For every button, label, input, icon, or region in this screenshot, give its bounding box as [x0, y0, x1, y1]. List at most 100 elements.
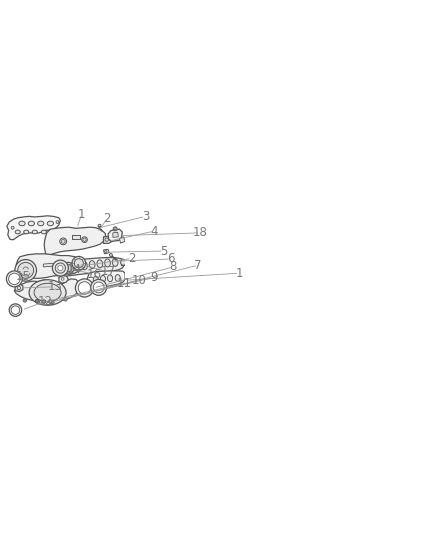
Ellipse shape	[29, 280, 66, 305]
Circle shape	[17, 286, 21, 289]
Circle shape	[98, 224, 101, 227]
Ellipse shape	[89, 261, 95, 269]
Circle shape	[74, 259, 83, 268]
Ellipse shape	[93, 276, 99, 283]
Ellipse shape	[41, 230, 46, 234]
Text: 2: 2	[128, 252, 136, 265]
Circle shape	[120, 260, 126, 265]
Text: 1: 1	[78, 207, 85, 221]
Polygon shape	[14, 279, 80, 302]
Ellipse shape	[115, 274, 120, 281]
Circle shape	[43, 301, 45, 302]
Circle shape	[24, 300, 26, 301]
Ellipse shape	[24, 230, 29, 234]
Circle shape	[56, 221, 59, 223]
Circle shape	[113, 227, 117, 231]
Circle shape	[52, 302, 53, 304]
Polygon shape	[113, 232, 118, 237]
Circle shape	[61, 239, 65, 244]
Ellipse shape	[19, 263, 32, 278]
Text: 13: 13	[47, 280, 62, 293]
Circle shape	[60, 238, 67, 245]
Circle shape	[55, 263, 65, 273]
Circle shape	[61, 278, 64, 280]
Circle shape	[49, 301, 51, 302]
Circle shape	[11, 306, 20, 314]
Circle shape	[9, 273, 20, 285]
Ellipse shape	[81, 262, 87, 270]
Circle shape	[63, 262, 74, 274]
Text: 14: 14	[67, 263, 81, 276]
Circle shape	[51, 301, 54, 304]
Polygon shape	[111, 236, 118, 241]
Circle shape	[36, 300, 38, 302]
Polygon shape	[63, 257, 124, 276]
Circle shape	[81, 237, 87, 243]
Text: 17: 17	[101, 265, 116, 278]
Text: 10: 10	[132, 274, 147, 287]
Polygon shape	[7, 216, 60, 240]
Ellipse shape	[100, 276, 106, 282]
Text: 8: 8	[170, 261, 177, 273]
Text: 7: 7	[194, 259, 202, 272]
Text: 16: 16	[87, 268, 102, 281]
Circle shape	[15, 260, 36, 281]
Polygon shape	[72, 235, 80, 239]
Polygon shape	[121, 259, 125, 266]
Circle shape	[65, 298, 66, 300]
Ellipse shape	[28, 221, 35, 226]
Circle shape	[11, 227, 14, 229]
Circle shape	[91, 279, 106, 295]
Ellipse shape	[32, 230, 37, 234]
Ellipse shape	[19, 221, 25, 226]
Text: 4: 4	[150, 224, 158, 238]
Circle shape	[78, 282, 91, 294]
Circle shape	[110, 254, 112, 256]
Circle shape	[37, 301, 39, 303]
Circle shape	[53, 260, 68, 276]
Text: 3: 3	[142, 210, 149, 223]
Circle shape	[9, 304, 22, 317]
Circle shape	[35, 300, 39, 303]
Circle shape	[23, 298, 27, 302]
Ellipse shape	[74, 263, 80, 271]
Ellipse shape	[97, 260, 102, 268]
Text: 1: 1	[236, 266, 243, 280]
Circle shape	[58, 265, 63, 271]
Ellipse shape	[15, 230, 20, 234]
Text: 2: 2	[103, 212, 111, 225]
Polygon shape	[43, 263, 53, 267]
Polygon shape	[16, 254, 85, 278]
Polygon shape	[108, 229, 122, 241]
Circle shape	[114, 228, 117, 230]
Circle shape	[65, 264, 72, 272]
Circle shape	[42, 300, 46, 303]
Circle shape	[72, 256, 85, 270]
Circle shape	[57, 264, 64, 272]
Ellipse shape	[34, 283, 61, 302]
Ellipse shape	[107, 275, 113, 282]
Circle shape	[49, 300, 52, 303]
Circle shape	[36, 301, 40, 304]
Polygon shape	[44, 227, 106, 255]
Circle shape	[83, 238, 86, 241]
Ellipse shape	[105, 259, 110, 267]
Text: 12: 12	[37, 295, 52, 308]
Ellipse shape	[47, 221, 53, 226]
Polygon shape	[39, 280, 48, 285]
Ellipse shape	[112, 259, 118, 266]
Polygon shape	[120, 237, 125, 243]
Circle shape	[105, 251, 107, 253]
Text: 15: 15	[15, 270, 30, 282]
Polygon shape	[103, 249, 109, 254]
Circle shape	[105, 238, 108, 241]
Polygon shape	[59, 276, 68, 283]
Circle shape	[7, 271, 22, 287]
Text: 6: 6	[167, 253, 175, 265]
Text: 9: 9	[150, 271, 157, 284]
Polygon shape	[86, 271, 125, 287]
Polygon shape	[15, 284, 23, 292]
Text: 18: 18	[193, 227, 208, 239]
Circle shape	[93, 282, 104, 293]
Circle shape	[64, 297, 67, 301]
